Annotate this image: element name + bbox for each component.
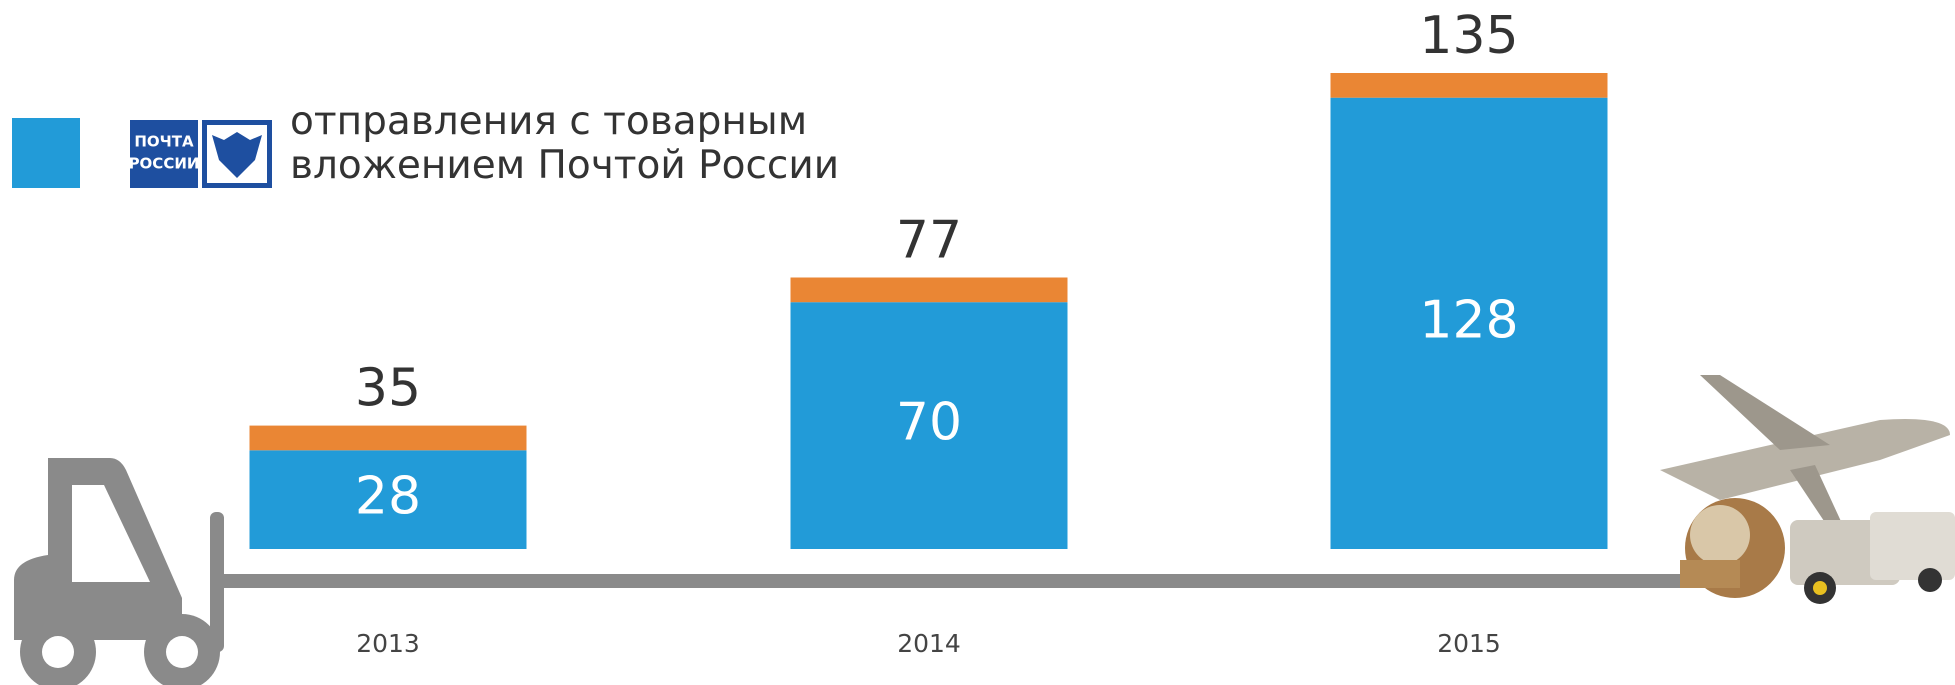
bar-segment <box>790 302 1068 549</box>
total-label: 35 <box>355 359 421 419</box>
x-tick-label: 2013 <box>356 629 420 658</box>
total-label: 135 <box>1419 6 1518 66</box>
legend-label-box: отправления с товарным вложением Почтой … <box>290 100 840 188</box>
value-label: 128 <box>1419 290 1518 350</box>
logo-text: РОССИИ <box>129 155 200 173</box>
logo: ПОЧТА РОССИИ <box>129 120 272 188</box>
bar-segment <box>249 425 527 451</box>
total-label: 77 <box>896 211 962 271</box>
logo-text: ПОЧТА <box>134 133 194 151</box>
x-tick-label: 2015 <box>1437 629 1501 658</box>
legend-swatch <box>12 118 80 188</box>
bar-segment <box>249 450 527 549</box>
floor-line <box>218 574 1738 588</box>
value-label: 28 <box>355 467 421 527</box>
value-label: 70 <box>896 393 962 453</box>
legend-label: отправления с товарным вложением Почтой … <box>290 100 840 188</box>
transport-icon <box>1660 375 1955 604</box>
bar-segment <box>790 277 1068 303</box>
forklift-icon <box>14 458 224 685</box>
bar-segment <box>1330 97 1608 549</box>
x-tick-label: 2014 <box>897 629 961 658</box>
bar-segment <box>1330 73 1608 98</box>
